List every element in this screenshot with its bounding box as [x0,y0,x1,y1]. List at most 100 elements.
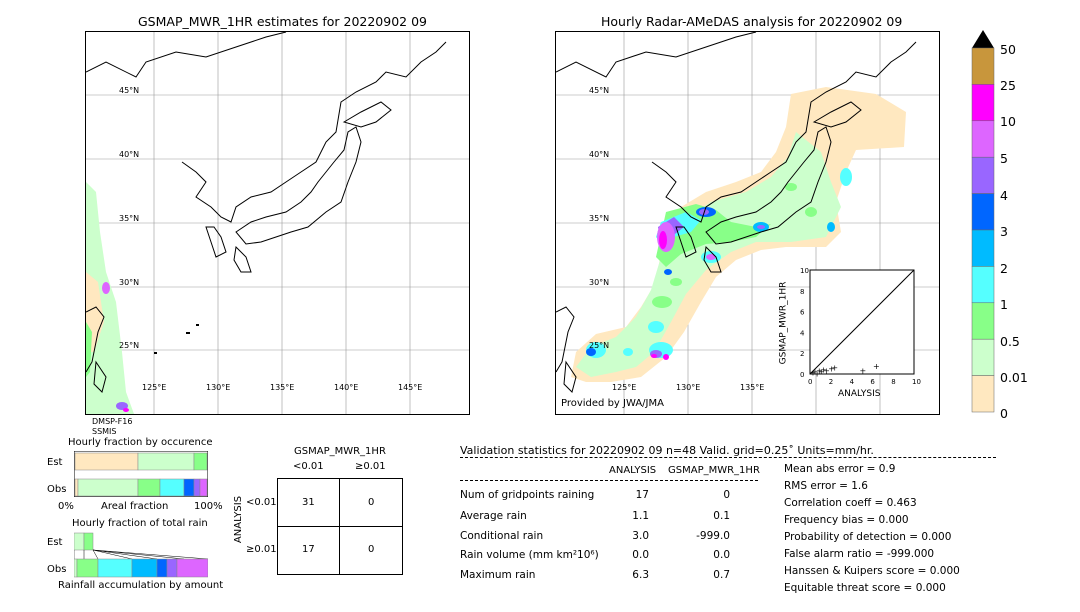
rain-row-obs: Obs [47,564,67,575]
right-lat-40: 40°N [589,150,610,159]
stat-analysis: 1.1 [632,510,649,522]
stat-label: Maximum rain [460,569,536,581]
rain-obs-seg-4 [131,558,158,578]
left-map: 45°N 40°N 35°N 30°N 25°N 125°E 130°E 135… [85,31,470,415]
scatter-y-tick: 4 [800,329,805,337]
total-rain-title: Hourly fraction of total rain [72,518,208,529]
scatter-point: + [818,367,825,376]
scatter-xlabel: ANALYSIS [838,389,881,399]
scatter-point: + [820,365,827,374]
cb-label-3: 3 [1000,224,1008,239]
contingency-row-ge: ≥0.01 [246,544,277,555]
rain-obs-seg-1 [73,558,78,578]
colorbar-segment [971,302,995,340]
scatter-point: + [823,366,830,375]
cb-label-10: 10 [1000,114,1016,129]
scatter-x-tick: 0 [808,378,812,386]
occ-obs-seg-2 [77,478,139,497]
satellite-label-2: SSMIS [92,427,117,436]
cell-ge-lt: 17 [302,544,315,555]
right-lat-35: 35°N [589,214,610,223]
stat-label: Average rain [460,510,527,522]
occ-row-est: Est [47,457,63,468]
score-ets: Equitable threat score = 0.000 [784,582,946,594]
rain-est-seg-2 [83,532,94,551]
colorbar-extend-arrow [972,30,994,48]
scatter-point: + [814,370,821,379]
colorbar-segment [971,266,995,304]
score-frequency-bias: Frequency bias = 0.000 [784,514,909,526]
satellite-label-1: DMSP-F16 [92,417,133,426]
contingency-row-axis: ANALYSIS [233,495,245,544]
stat-label: Conditional rain [460,530,544,542]
occ-x0: 0% [58,501,74,512]
cb-label-5: 5 [1000,151,1008,166]
occ-obs-seg-1 [74,478,79,497]
cb-label-2: 2 [1000,261,1008,276]
left-map-title: GSMAP_MWR_1HR estimates for 20220902 09 [138,14,427,29]
colorbar-segment [971,229,995,267]
score-mae: Mean abs error = 0.9 [784,463,896,475]
right-lat-45: 45°N [589,86,610,95]
contingency-col-lt: <0.01 [293,461,324,472]
rain-xlabel: Rainfall accumulation by amount [58,580,224,591]
stat-label: Num of gridpoints raining [460,489,595,501]
occurrence-title: Hourly fraction by occurence [68,437,213,448]
scatter-x-tick: 4 [850,378,855,386]
rain-row-est: Est [47,537,63,548]
rain-obs-seg-6 [166,558,178,578]
colorbar-segment [971,375,995,413]
left-lon-135: 135°E [270,383,295,392]
scatter-x-tick: 10 [912,378,921,386]
score-correlation: Correlation coeff = 0.463 [784,497,917,509]
colorbar [970,30,996,414]
left-gridlines [86,32,469,414]
scatter-ylabel: GSMAP_MWR_1HR [778,281,789,365]
radar-rain [586,168,852,360]
score-rmse: RMS error = 1.6 [784,480,868,492]
stat-gsmap: 0.7 [713,569,730,581]
contingency-table: 31 0 17 0 [277,478,403,575]
left-islands [154,324,199,354]
cb-label-4: 4 [1000,188,1008,203]
occurrence-svg [73,450,209,498]
contingency-row-lt: <0.01 [246,497,277,508]
occ-obs-seg-3 [137,478,161,497]
left-lon-140: 140°E [334,383,359,392]
occ-xlabel: Areal fraction [101,501,169,512]
right-lon-135: 135°E [740,383,765,392]
stat-gsmap: 0 [723,489,730,501]
score-pod: Probability of detection = 0.000 [784,531,952,543]
scatter-x-tick: 8 [891,378,895,386]
left-lon-130: 130°E [206,383,231,392]
colorbar-svg [971,30,995,413]
cb-label-50: 50 [1000,42,1016,57]
left-lat-45: 45°N [119,86,140,95]
occ-x1: 100% [194,501,223,512]
occ-obs-seg-4 [159,478,185,497]
rain-obs-seg-7 [176,558,209,578]
right-map: 45°N 40°N 35°N 30°N 25°N 125°E 130°E 135… [555,31,940,415]
contingency-title: GSMAP_MWR_1HR [294,446,386,457]
score-far: False alarm ratio = -999.000 [784,548,935,560]
colorbar-segment [971,84,995,122]
occ-obs-seg-6 [193,478,201,497]
left-lon-125: 125°E [142,383,167,392]
colorbar-segment [971,156,995,194]
stat-analysis: 6.3 [632,569,649,581]
scatter-point: + [873,362,880,371]
left-coastlines [86,32,447,393]
stat-label: Rain volume (mm km²10⁶) [460,549,599,561]
scatter-y-tick: 10 [800,267,809,275]
scatter-point: + [860,366,867,375]
right-map-title: Hourly Radar-AMeDAS analysis for 2022090… [601,14,903,29]
cb-label-0.5: 0.5 [1000,334,1020,349]
colorbar-segment [971,338,995,376]
occ-obs-seg-7 [199,478,208,497]
occurrence-bars [73,450,209,498]
scatter-point: + [812,367,819,376]
occ-row-obs: Obs [47,484,67,495]
col-analysis: ANALYSIS [609,465,657,476]
left-lat-40: 40°N [119,150,140,159]
